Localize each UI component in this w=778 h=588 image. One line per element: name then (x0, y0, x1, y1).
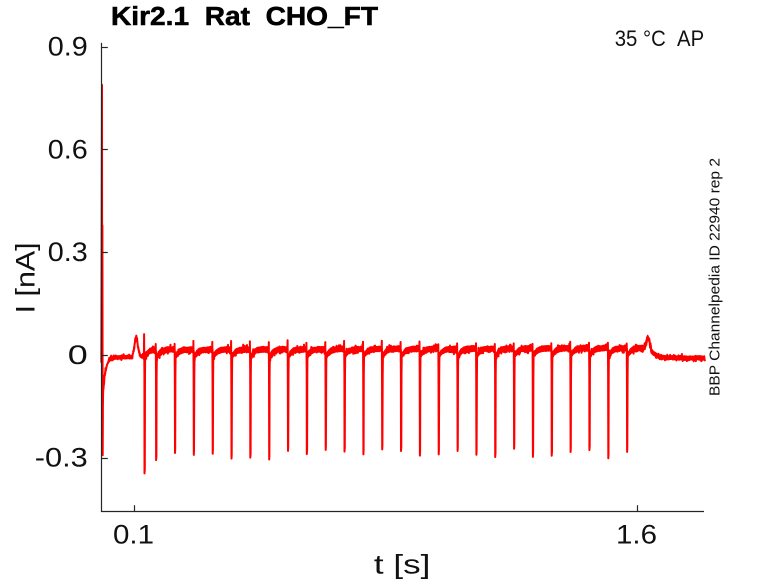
svg-text:BBP Channelpedia ID 22940 rep: BBP Channelpedia ID 22940 rep 2 (707, 158, 724, 396)
svg-text:0.3: 0.3 (48, 237, 88, 267)
svg-text:35 °C AP: 35 °C AP (615, 26, 705, 51)
svg-text:0.6: 0.6 (48, 134, 88, 164)
svg-text:t [s]: t [s] (374, 550, 431, 580)
svg-text:0.1: 0.1 (113, 520, 154, 550)
svg-text:Kir2.1 Rat CHO_FT: Kir2.1 Rat CHO_FT (111, 3, 378, 31)
svg-text:0: 0 (68, 340, 88, 370)
svg-text:-0.3: -0.3 (35, 443, 88, 473)
svg-text:I [nA]: I [nA] (11, 242, 41, 313)
svg-text:0.9: 0.9 (48, 32, 88, 62)
svg-text:1.6: 1.6 (616, 520, 657, 550)
